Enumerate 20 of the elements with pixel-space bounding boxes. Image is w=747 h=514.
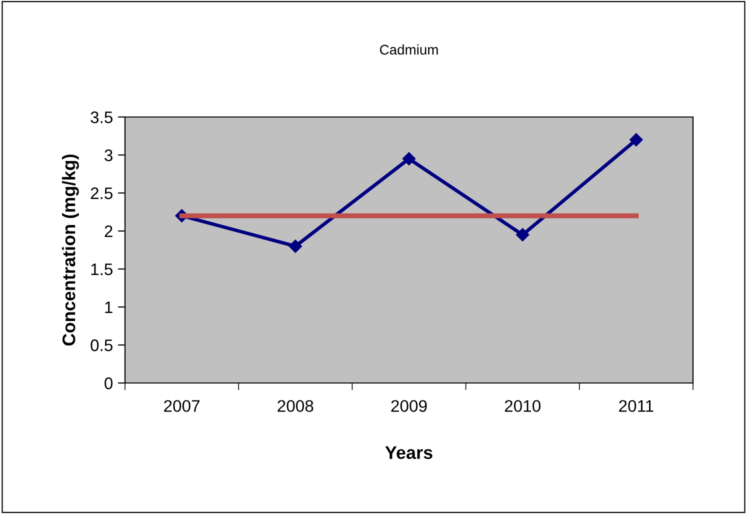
point: [288, 240, 302, 253]
x-axis-title: Years: [385, 446, 432, 460]
x-tick-label: 2008: [278, 400, 314, 412]
y-tick-label: 2: [104, 225, 112, 238]
x-tick-label: 2010: [504, 400, 540, 412]
y-tick-label: 1: [105, 302, 112, 314]
y-tick-label: 2.5: [90, 187, 112, 200]
y-tick-label: 1.5: [91, 264, 112, 276]
point: [630, 133, 643, 146]
y-tick-label: 3.5: [90, 111, 112, 124]
point: [516, 228, 530, 242]
x-tick-label: 2007: [164, 400, 200, 412]
x-tick-label: 2009: [391, 400, 427, 412]
y-axis-title: Concentration (mg/kg): [62, 154, 79, 346]
point: [402, 152, 416, 166]
chart-title: Cadmium: [380, 44, 438, 55]
y-tick-label: 0.5: [90, 339, 112, 352]
y-tick-label: 0: [104, 377, 113, 390]
x-tick-label: 2011: [619, 400, 654, 412]
y-tick-label: 3: [104, 149, 112, 162]
